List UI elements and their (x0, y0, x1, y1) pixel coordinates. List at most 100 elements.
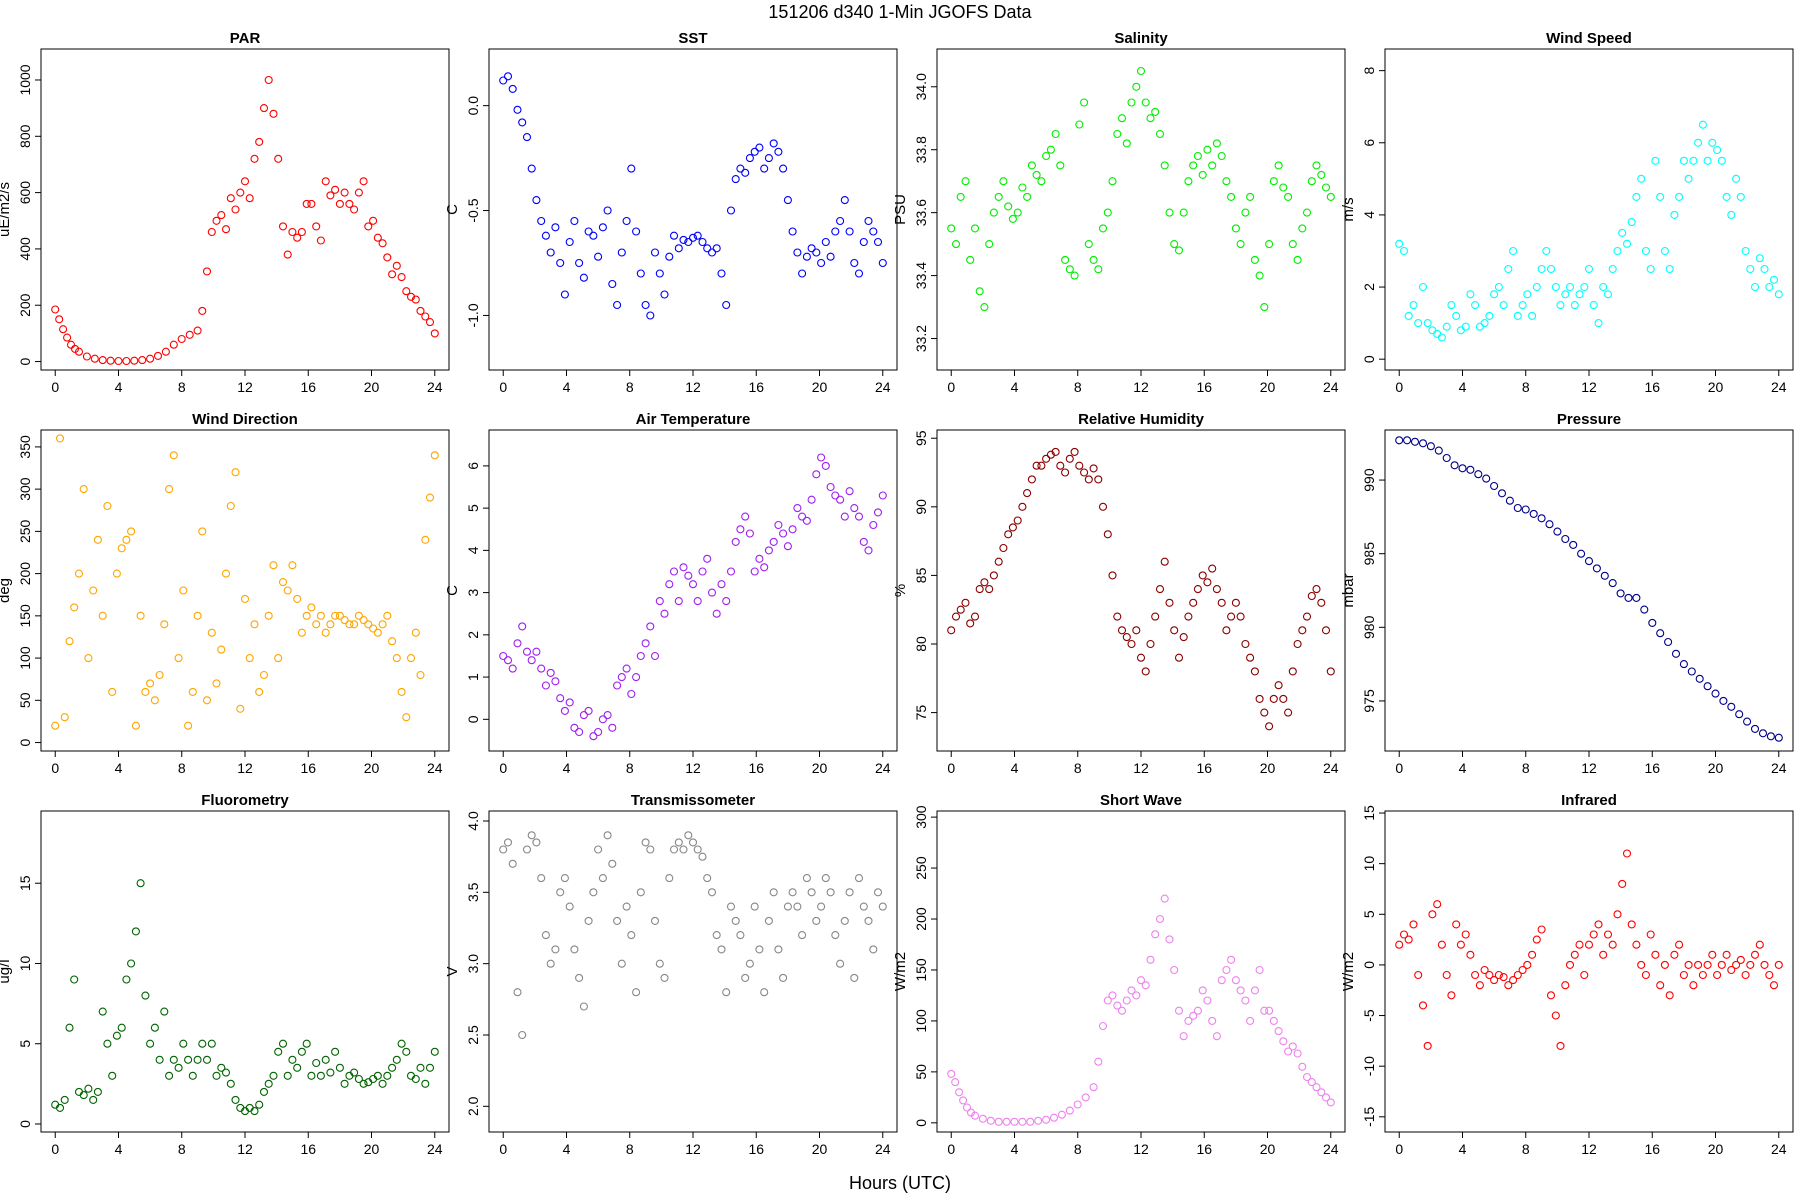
data-point (731, 175, 740, 184)
data-point (1641, 246, 1650, 256)
y-axis-label: % (892, 584, 909, 597)
data-point (994, 192, 1003, 201)
data-point (388, 1063, 397, 1072)
data-point (1627, 218, 1636, 227)
data-point (736, 931, 745, 940)
data-point (1608, 940, 1617, 949)
x-tick-label: 20 (364, 379, 380, 395)
series-pressure (1395, 436, 1783, 742)
data-point (1312, 585, 1321, 594)
data-point (840, 512, 849, 521)
data-point (1189, 598, 1198, 607)
data-point (660, 290, 669, 299)
x-tick-label: 16 (748, 379, 764, 395)
y-tick-label: 100 (913, 1009, 929, 1033)
data-point (869, 227, 878, 236)
data-point (1027, 475, 1036, 484)
data-point (1151, 107, 1160, 116)
x-tick-label: 24 (1771, 1141, 1787, 1157)
data-point (321, 628, 330, 637)
data-point (821, 461, 830, 470)
y-tick-label: 33.6 (913, 199, 929, 226)
data-point (712, 609, 721, 618)
data-point (966, 255, 975, 264)
data-point (1326, 667, 1335, 676)
y-tick-label: 5 (465, 504, 481, 512)
data-point (1056, 161, 1065, 170)
data-point (641, 838, 650, 847)
data-point (541, 231, 550, 240)
data-point (1703, 682, 1712, 691)
data-point (560, 706, 569, 715)
data-point (340, 188, 349, 197)
data-point (717, 580, 726, 589)
x-tick-label: 12 (685, 760, 701, 776)
data-point (779, 529, 788, 538)
data-point (221, 569, 231, 578)
y-tick-label: 4 (1361, 211, 1377, 219)
data-point (98, 611, 107, 620)
data-point (231, 468, 240, 477)
data-point (1713, 145, 1722, 155)
data-point (1236, 240, 1245, 249)
data-point (1755, 254, 1764, 263)
x-tick-label: 24 (1323, 379, 1339, 395)
x-tick-label: 4 (563, 760, 571, 776)
data-point (679, 235, 688, 244)
data-point (589, 888, 598, 897)
data-point (650, 916, 660, 925)
data-point (1703, 156, 1712, 165)
data-point (236, 188, 245, 197)
plot-frame (488, 810, 898, 1133)
data-point (250, 154, 259, 163)
data-point (1675, 940, 1684, 949)
data-point (1395, 239, 1404, 248)
data-point (1184, 612, 1193, 621)
x-tick-label: 16 (300, 379, 316, 395)
data-point (1703, 960, 1712, 969)
data-point (812, 916, 821, 925)
x-tick-label: 12 (1581, 1141, 1597, 1157)
data-point (1434, 446, 1443, 455)
data-point (1695, 674, 1704, 683)
x-tick-label: 8 (1074, 1141, 1082, 1157)
x-tick-label: 12 (1581, 379, 1597, 395)
series-transmissometer (499, 831, 887, 1040)
data-point (169, 1055, 178, 1064)
data-point (741, 168, 750, 177)
panel-par: PAR uE/m2/s 0 4 8 12 16 20 24 0 200 400 600 800 1000 (0, 30, 450, 395)
data-point (503, 656, 513, 665)
data-point (594, 252, 603, 261)
data-point (1750, 950, 1760, 959)
data-point (779, 973, 788, 982)
data-point (1732, 960, 1741, 969)
data-point (1490, 290, 1499, 299)
x-tick-label: 24 (1323, 1141, 1339, 1157)
data-point (1246, 192, 1255, 201)
data-point (150, 696, 159, 705)
data-point (122, 356, 131, 366)
x-tick-label: 16 (748, 1141, 764, 1157)
data-point (1075, 120, 1084, 129)
data-point (1694, 138, 1703, 147)
data-point (1499, 973, 1508, 982)
data-point (307, 199, 316, 208)
x-tick-label: 12 (1133, 379, 1149, 395)
data-point (1236, 986, 1245, 995)
panel-title: Wind Direction (192, 411, 298, 428)
data-point (961, 598, 970, 607)
data-point (1070, 271, 1079, 280)
y-tick-label: 80 (913, 636, 929, 652)
y-tick-label: 8 (1361, 67, 1377, 75)
data-point (1165, 208, 1174, 217)
y-tick-label: 250 (17, 519, 33, 543)
data-point (416, 670, 425, 680)
data-point (1565, 960, 1575, 969)
data-point (774, 945, 783, 954)
data-point (207, 227, 216, 237)
data-point (136, 611, 145, 620)
data-point (956, 605, 965, 614)
data-point (1160, 894, 1169, 903)
panel-pressure: Pressure mbar 0 4 8 12 16 20 24 975 980 985 990 (1340, 411, 1794, 776)
data-point (55, 1103, 65, 1112)
